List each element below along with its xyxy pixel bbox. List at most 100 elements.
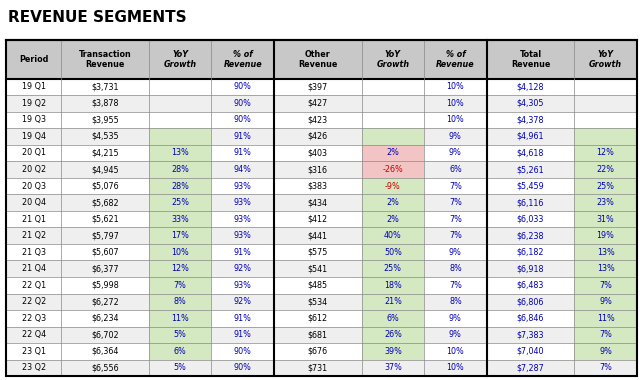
Bar	[6, 128, 637, 145]
Text: $6,234: $6,234	[92, 314, 119, 323]
Bar	[6, 359, 637, 376]
Text: 19 Q4: 19 Q4	[22, 132, 46, 141]
Bar	[362, 161, 424, 178]
Text: 31%: 31%	[596, 215, 614, 223]
Text: $5,797: $5,797	[91, 231, 119, 240]
Text: Period: Period	[19, 55, 49, 64]
Text: $4,305: $4,305	[516, 99, 544, 108]
Bar	[6, 194, 637, 211]
Text: 39%: 39%	[384, 347, 402, 356]
Text: 93%: 93%	[234, 231, 252, 240]
Text: $5,682: $5,682	[92, 198, 119, 207]
Text: $316: $316	[308, 165, 328, 174]
Text: 9%: 9%	[599, 297, 612, 306]
Bar	[574, 227, 637, 244]
Text: 7%: 7%	[174, 281, 187, 290]
Text: 20 Q4: 20 Q4	[22, 198, 46, 207]
Bar	[362, 211, 424, 227]
Bar	[574, 211, 637, 227]
Text: 6%: 6%	[387, 314, 399, 323]
Text: 93%: 93%	[234, 198, 252, 207]
Text: 19 Q3: 19 Q3	[22, 116, 46, 124]
Text: $6,846: $6,846	[516, 314, 544, 323]
Text: 28%: 28%	[172, 165, 189, 174]
Text: $427: $427	[308, 99, 328, 108]
Text: 20 Q1: 20 Q1	[22, 149, 46, 157]
Text: $4,215: $4,215	[92, 149, 119, 157]
Text: $426: $426	[308, 132, 328, 141]
Text: 21 Q2: 21 Q2	[22, 231, 46, 240]
Bar	[149, 244, 211, 260]
Text: $6,377: $6,377	[92, 264, 119, 273]
Text: -26%: -26%	[383, 165, 403, 174]
Text: -9%: -9%	[385, 182, 401, 190]
Text: 91%: 91%	[234, 330, 252, 339]
Text: 8%: 8%	[449, 297, 461, 306]
Bar	[6, 227, 637, 244]
Text: $6,272: $6,272	[92, 297, 119, 306]
Text: 5%: 5%	[174, 330, 187, 339]
Bar	[574, 293, 637, 310]
Text: $6,918: $6,918	[516, 264, 544, 273]
Text: $412: $412	[308, 215, 328, 223]
Text: 21 Q1: 21 Q1	[22, 215, 46, 223]
Text: 90%: 90%	[234, 82, 252, 91]
Text: 7%: 7%	[599, 363, 612, 372]
Text: 13%: 13%	[172, 149, 189, 157]
Text: 23 Q1: 23 Q1	[22, 347, 46, 356]
Text: 93%: 93%	[234, 182, 252, 190]
Text: 9%: 9%	[449, 149, 462, 157]
Text: % of
Revenue: % of Revenue	[436, 49, 475, 69]
Text: 19 Q1: 19 Q1	[22, 82, 46, 91]
Text: 20 Q2: 20 Q2	[22, 165, 46, 174]
Text: $3,955: $3,955	[92, 116, 119, 124]
Text: $6,556: $6,556	[92, 363, 119, 372]
Bar	[574, 128, 637, 145]
Text: $5,076: $5,076	[92, 182, 119, 190]
Text: 10%: 10%	[447, 99, 464, 108]
Text: 9%: 9%	[449, 248, 462, 256]
Text: $441: $441	[308, 231, 328, 240]
Text: $6,116: $6,116	[516, 198, 544, 207]
Bar	[574, 310, 637, 326]
Text: $6,033: $6,033	[516, 215, 544, 223]
Text: 22%: 22%	[596, 165, 614, 174]
Text: 21 Q3: 21 Q3	[22, 248, 46, 256]
Bar	[149, 211, 211, 227]
Text: 33%: 33%	[172, 215, 189, 223]
Text: 25%: 25%	[171, 198, 189, 207]
Bar	[149, 145, 211, 161]
Bar	[6, 40, 637, 376]
Text: 91%: 91%	[234, 132, 252, 141]
Text: 92%: 92%	[234, 297, 252, 306]
Text: 10%: 10%	[447, 347, 464, 356]
Text: 8%: 8%	[449, 264, 461, 273]
Text: 9%: 9%	[449, 330, 462, 339]
Text: 22 Q1: 22 Q1	[22, 281, 46, 290]
Text: $676: $676	[308, 347, 328, 356]
Bar	[574, 194, 637, 211]
Bar	[362, 310, 424, 326]
Text: 13%: 13%	[596, 264, 614, 273]
Bar	[149, 161, 211, 178]
Text: 91%: 91%	[234, 314, 252, 323]
Text: $485: $485	[308, 281, 328, 290]
Text: 11%: 11%	[172, 314, 189, 323]
Bar	[574, 260, 637, 277]
Text: $5,459: $5,459	[516, 182, 545, 190]
Bar	[6, 40, 637, 79]
Text: 94%: 94%	[234, 165, 252, 174]
Bar	[362, 293, 424, 310]
Text: $4,535: $4,535	[92, 132, 119, 141]
Bar	[574, 277, 637, 293]
Bar	[149, 227, 211, 244]
Text: 21%: 21%	[384, 297, 402, 306]
Text: 22 Q3: 22 Q3	[22, 314, 46, 323]
Text: $534: $534	[308, 297, 328, 306]
Text: $6,238: $6,238	[516, 231, 544, 240]
Text: Transaction
Revenue: Transaction Revenue	[79, 49, 131, 69]
Bar	[149, 343, 211, 359]
Text: $612: $612	[308, 314, 328, 323]
Text: $4,128: $4,128	[516, 82, 544, 91]
Text: 7%: 7%	[449, 231, 462, 240]
